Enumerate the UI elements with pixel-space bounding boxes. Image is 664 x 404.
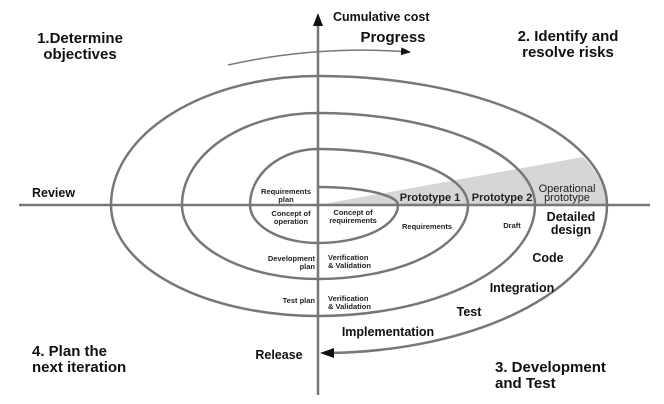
test-label: Test <box>457 305 483 319</box>
spiral-path <box>109 74 609 355</box>
operational-prototype-label: Operational prototype <box>539 183 596 204</box>
concept-of-requirements-label: Concept of requirements <box>329 208 377 225</box>
cumulative-cost-label: Cumulative cost <box>333 10 430 24</box>
review-label: Review <box>32 186 75 200</box>
progress-arrow <box>227 47 411 66</box>
prototype-2-label: Prototype 2 <box>472 192 533 204</box>
detailed-design-label: Detailed design <box>547 210 596 237</box>
prototype-wedge <box>318 157 607 205</box>
quadrant-1-label: 1.Determine objectives <box>37 30 123 63</box>
verification-validation-1-label: Verification & Validation <box>328 253 371 270</box>
implementation-label: Implementation <box>342 325 434 339</box>
prototype-1-label: Prototype 1 <box>400 192 461 204</box>
requirements-label: Requirements <box>402 222 452 231</box>
verification-validation-2-label: Verification & Validation <box>328 294 371 311</box>
release-arrowhead-icon <box>320 348 334 358</box>
development-plan-label: Development plan <box>268 254 316 271</box>
progress-label: Progress <box>360 29 425 46</box>
draft-label: Draft <box>503 221 521 230</box>
code-label: Code <box>532 251 563 265</box>
release-label: Release <box>255 348 302 362</box>
concept-of-operation-label: Concept of operation <box>271 209 311 226</box>
requirements-plan-label: Requirements plan <box>261 187 311 204</box>
quadrant-2-label: 2. Identify and resolve risks <box>518 28 619 61</box>
integration-label: Integration <box>490 281 555 295</box>
axis-arrowhead-icon <box>313 13 323 26</box>
quadrant-3-label: 3. Development and Test <box>495 359 606 392</box>
test-plan-label: Test plan <box>283 296 316 305</box>
quadrant-4-label: 4. Plan the next iteration <box>32 343 126 376</box>
